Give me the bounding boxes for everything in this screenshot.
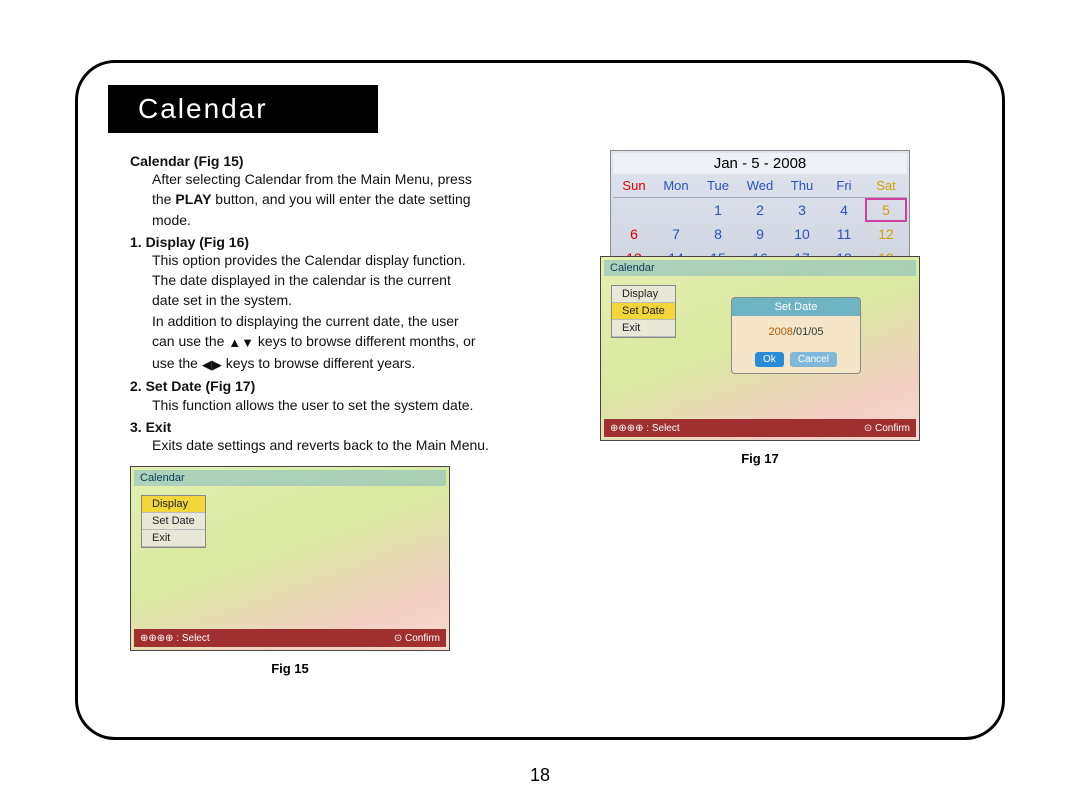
menu-item[interactable]: Exit (142, 530, 205, 547)
cal-header: Thu (781, 174, 823, 198)
menu-item[interactable]: Display (142, 496, 205, 513)
cal-cell (613, 198, 655, 222)
cal-cell: 4 (823, 198, 865, 222)
cal-header: Sun (613, 174, 655, 198)
section-title: Calendar (138, 93, 268, 125)
menu-item[interactable]: Display (612, 286, 675, 303)
instruction-text: Calendar (Fig 15) After selecting Calend… (130, 150, 540, 456)
fig17-caption: Fig 17 (741, 451, 779, 466)
menu-item[interactable]: Set Date (142, 513, 205, 530)
para-1b: the PLAY button, and you will enter the … (152, 190, 540, 208)
menu-item[interactable]: Exit (612, 320, 675, 337)
left-right-icon: ◀▶ (202, 357, 222, 374)
fig17-dialog-date: 2008/01/05 (732, 316, 860, 348)
para-1a: After selecting Calendar from the Main M… (152, 170, 540, 188)
cal-cell: 10 (781, 222, 823, 246)
cal-cell: 6 (613, 222, 655, 246)
fig15-topbar: Calendar (134, 470, 446, 486)
fig15-screenshot: Calendar DisplaySet DateExit ⊕⊕⊕⊕ : Sele… (130, 466, 450, 651)
heading-calendar: Calendar (Fig 15) (130, 152, 540, 170)
cal-cell: 7 (655, 222, 697, 246)
para-1c: mode. (152, 211, 540, 229)
fig17-block: Calendar DisplaySet DateExit Set Date 20… (600, 256, 920, 676)
cal-cell: 1 (697, 198, 739, 222)
cal-cell: 5 (865, 198, 907, 222)
menu-item[interactable]: Set Date (612, 303, 675, 320)
ok-button[interactable]: Ok (755, 352, 784, 367)
cal-header: Sat (865, 174, 907, 198)
fig17-dialog: Set Date 2008/01/05 Ok Cancel (731, 297, 861, 374)
up-down-icon: ▲▼ (228, 335, 254, 352)
content-area: Calendar (Fig 15) After selecting Calend… (130, 150, 950, 676)
fig16-title: Jan - 5 - 2008 (613, 153, 907, 174)
cal-cell: 12 (865, 222, 907, 246)
cal-header: Tue (697, 174, 739, 198)
cal-header: Wed (739, 174, 781, 198)
cal-cell: 11 (823, 222, 865, 246)
cal-header: Fri (823, 174, 865, 198)
fig15-block: Calendar DisplaySet DateExit ⊕⊕⊕⊕ : Sele… (130, 466, 450, 676)
fig17-menu: DisplaySet DateExit (611, 285, 676, 338)
fig17-topbar: Calendar (604, 260, 916, 276)
page-number: 18 (0, 765, 1080, 786)
fig15-menu: DisplaySet DateExit (141, 495, 206, 548)
cal-header: Mon (655, 174, 697, 198)
heading-exit: 3. Exit (130, 418, 540, 436)
fig17-dialog-title: Set Date (732, 298, 860, 316)
heading-display: 1. Display (Fig 16) (130, 233, 540, 251)
cal-cell (655, 198, 697, 222)
heading-setdate: 2. Set Date (Fig 17) (130, 377, 540, 395)
cal-cell: 8 (697, 222, 739, 246)
cal-cell: 2 (739, 198, 781, 222)
fig17-botbar: ⊕⊕⊕⊕ : Select ⊙ Confirm (604, 419, 916, 437)
cal-cell: 3 (781, 198, 823, 222)
cal-cell: 9 (739, 222, 781, 246)
section-title-tab: Calendar (108, 85, 378, 133)
fig17-screenshot: Calendar DisplaySet DateExit Set Date 20… (600, 256, 920, 441)
fig15-caption: Fig 15 (271, 661, 309, 676)
fig15-botbar: ⊕⊕⊕⊕ : Select ⊙ Confirm (134, 629, 446, 647)
cancel-button[interactable]: Cancel (790, 352, 837, 367)
